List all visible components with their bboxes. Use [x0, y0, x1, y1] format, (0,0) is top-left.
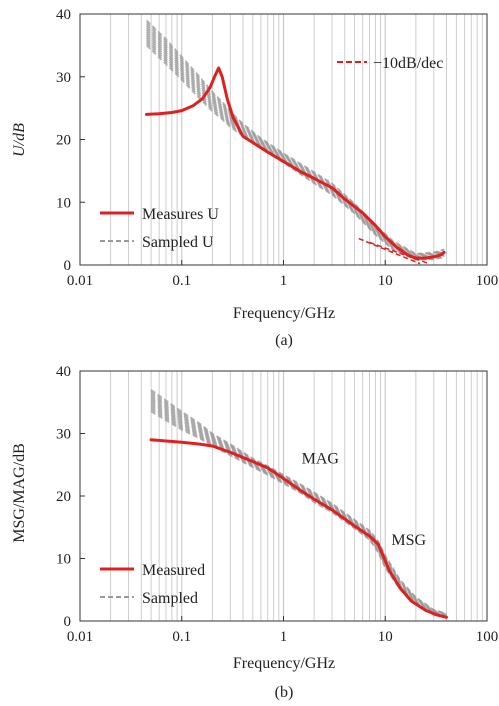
sampled-band-b — [150, 389, 447, 619]
x-tick-label: 0.01 — [67, 629, 93, 645]
y-tick-label: 0 — [64, 614, 72, 630]
series-lines-b — [149, 438, 448, 619]
legend-label-sampled: Sampled — [142, 590, 198, 607]
sampled-curve — [145, 25, 445, 257]
legend-label-slope: −10dB/dec — [373, 55, 443, 72]
x-tick-label: 0.01 — [67, 273, 93, 289]
sampled-curve — [150, 394, 447, 616]
x-tick-label: 100 — [476, 273, 499, 289]
ticks-b: 0.01 0.1 1 10 100 0 10 20 30 40 — [56, 364, 498, 645]
measured-line — [145, 66, 446, 260]
x-tick-label: 10 — [378, 273, 393, 289]
x-tick-label: 0.1 — [172, 273, 191, 289]
x-tick-label: 100 — [476, 629, 499, 645]
x-tick-label: 10 — [378, 629, 393, 645]
y-tick-label: 20 — [56, 489, 71, 505]
sampled-curve — [145, 44, 445, 261]
y-axis-label-b: MSG/MAG/dB — [11, 443, 28, 543]
y-tick-label: 20 — [56, 133, 71, 149]
y-tick-label: 30 — [56, 427, 71, 443]
legend-a: Measures U Sampled U — [100, 206, 219, 251]
legend-slope-a: −10dB/dec — [337, 55, 443, 72]
annotation-msg: MSG — [391, 532, 426, 549]
annotation-mag: MAG — [302, 451, 340, 468]
caption-b: (b) — [275, 684, 294, 701]
y-tick-label: 10 — [56, 195, 71, 211]
ticks-a: 0.01 0.1 1 10 100 0 10 20 30 40 — [56, 7, 498, 289]
sampled-curve — [150, 409, 447, 619]
chart-panel-a: 0.01 0.1 1 10 100 0 10 20 30 40 Frequency/GHz U/d… — [11, 7, 498, 349]
annotations-b: MAG MSG — [302, 451, 427, 549]
y-tick-label: 0 — [64, 258, 72, 274]
measured-line — [149, 438, 448, 619]
sampled-curve — [145, 19, 445, 255]
slope-line — [358, 237, 421, 265]
slope-line — [369, 241, 428, 264]
caption-a: (a) — [275, 332, 293, 349]
x-tick-label: 1 — [280, 629, 288, 645]
y-tick-label: 40 — [56, 364, 71, 380]
legend-label-sampled: Sampled U — [142, 234, 214, 251]
sampled-curve — [145, 27, 445, 257]
x-tick-label: 1 — [280, 273, 288, 289]
y-tick-label: 10 — [56, 552, 71, 568]
x-tick-label: 0.1 — [172, 629, 191, 645]
series-lines-a — [145, 66, 446, 265]
legend-label-measured: Measured — [142, 562, 205, 579]
x-axis-label-a: Frequency/GHz — [233, 305, 335, 322]
grid-b — [110, 371, 483, 621]
legend-label-measured: Measures U — [142, 206, 219, 223]
y-tick-label: 40 — [56, 7, 71, 23]
sampled-curve — [150, 389, 447, 615]
legend-b: Measured Sampled — [100, 562, 205, 607]
chart-panel-b: 0.01 0.1 1 10 100 0 10 20 30 40 Frequency/GHz MSG… — [11, 364, 498, 701]
y-axis-label-a: U/dB — [11, 123, 28, 157]
x-axis-label-b: Frequency/GHz — [233, 655, 335, 672]
y-tick-label: 30 — [56, 70, 71, 86]
